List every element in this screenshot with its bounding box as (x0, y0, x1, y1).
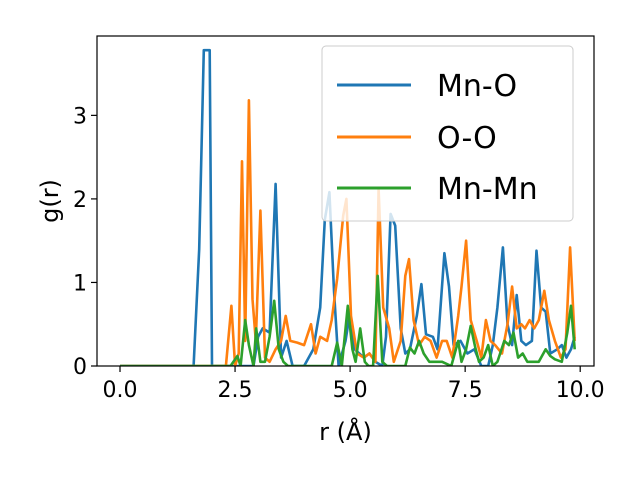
x-tick-label: 0.0 (103, 378, 138, 403)
legend-label-mn-o: Mn-O (437, 69, 517, 104)
y-tick-label: 2 (73, 188, 87, 213)
legend: Mn-O O-O Mn-Mn (321, 45, 574, 222)
legend-box (321, 45, 574, 222)
y-axis-label: g(r) (36, 179, 64, 223)
x-tick-label: 2.5 (218, 378, 253, 403)
series-line-o-o (120, 99, 576, 366)
series-layer (120, 48, 576, 366)
y-axis: 0 1 2 3 (73, 104, 97, 380)
x-tick-label: 5.0 (333, 378, 368, 403)
x-tick-label: 10.0 (556, 378, 605, 403)
y-tick-label: 0 (73, 355, 87, 380)
x-axis-label: r (Å) (319, 417, 372, 446)
y-tick-label: 3 (73, 104, 87, 129)
x-tick-label: 7.5 (448, 378, 483, 403)
y-tick-label: 1 (73, 271, 87, 296)
x-axis: 0.0 2.5 5.0 7.5 10.0 (103, 366, 605, 403)
series-line-mn-mn (120, 274, 576, 366)
series-line-mn-o (120, 48, 576, 366)
legend-label-mn-mn: Mn-Mn (437, 172, 538, 207)
legend-label-o-o: O-O (437, 121, 497, 156)
plot-frame (96, 35, 595, 367)
